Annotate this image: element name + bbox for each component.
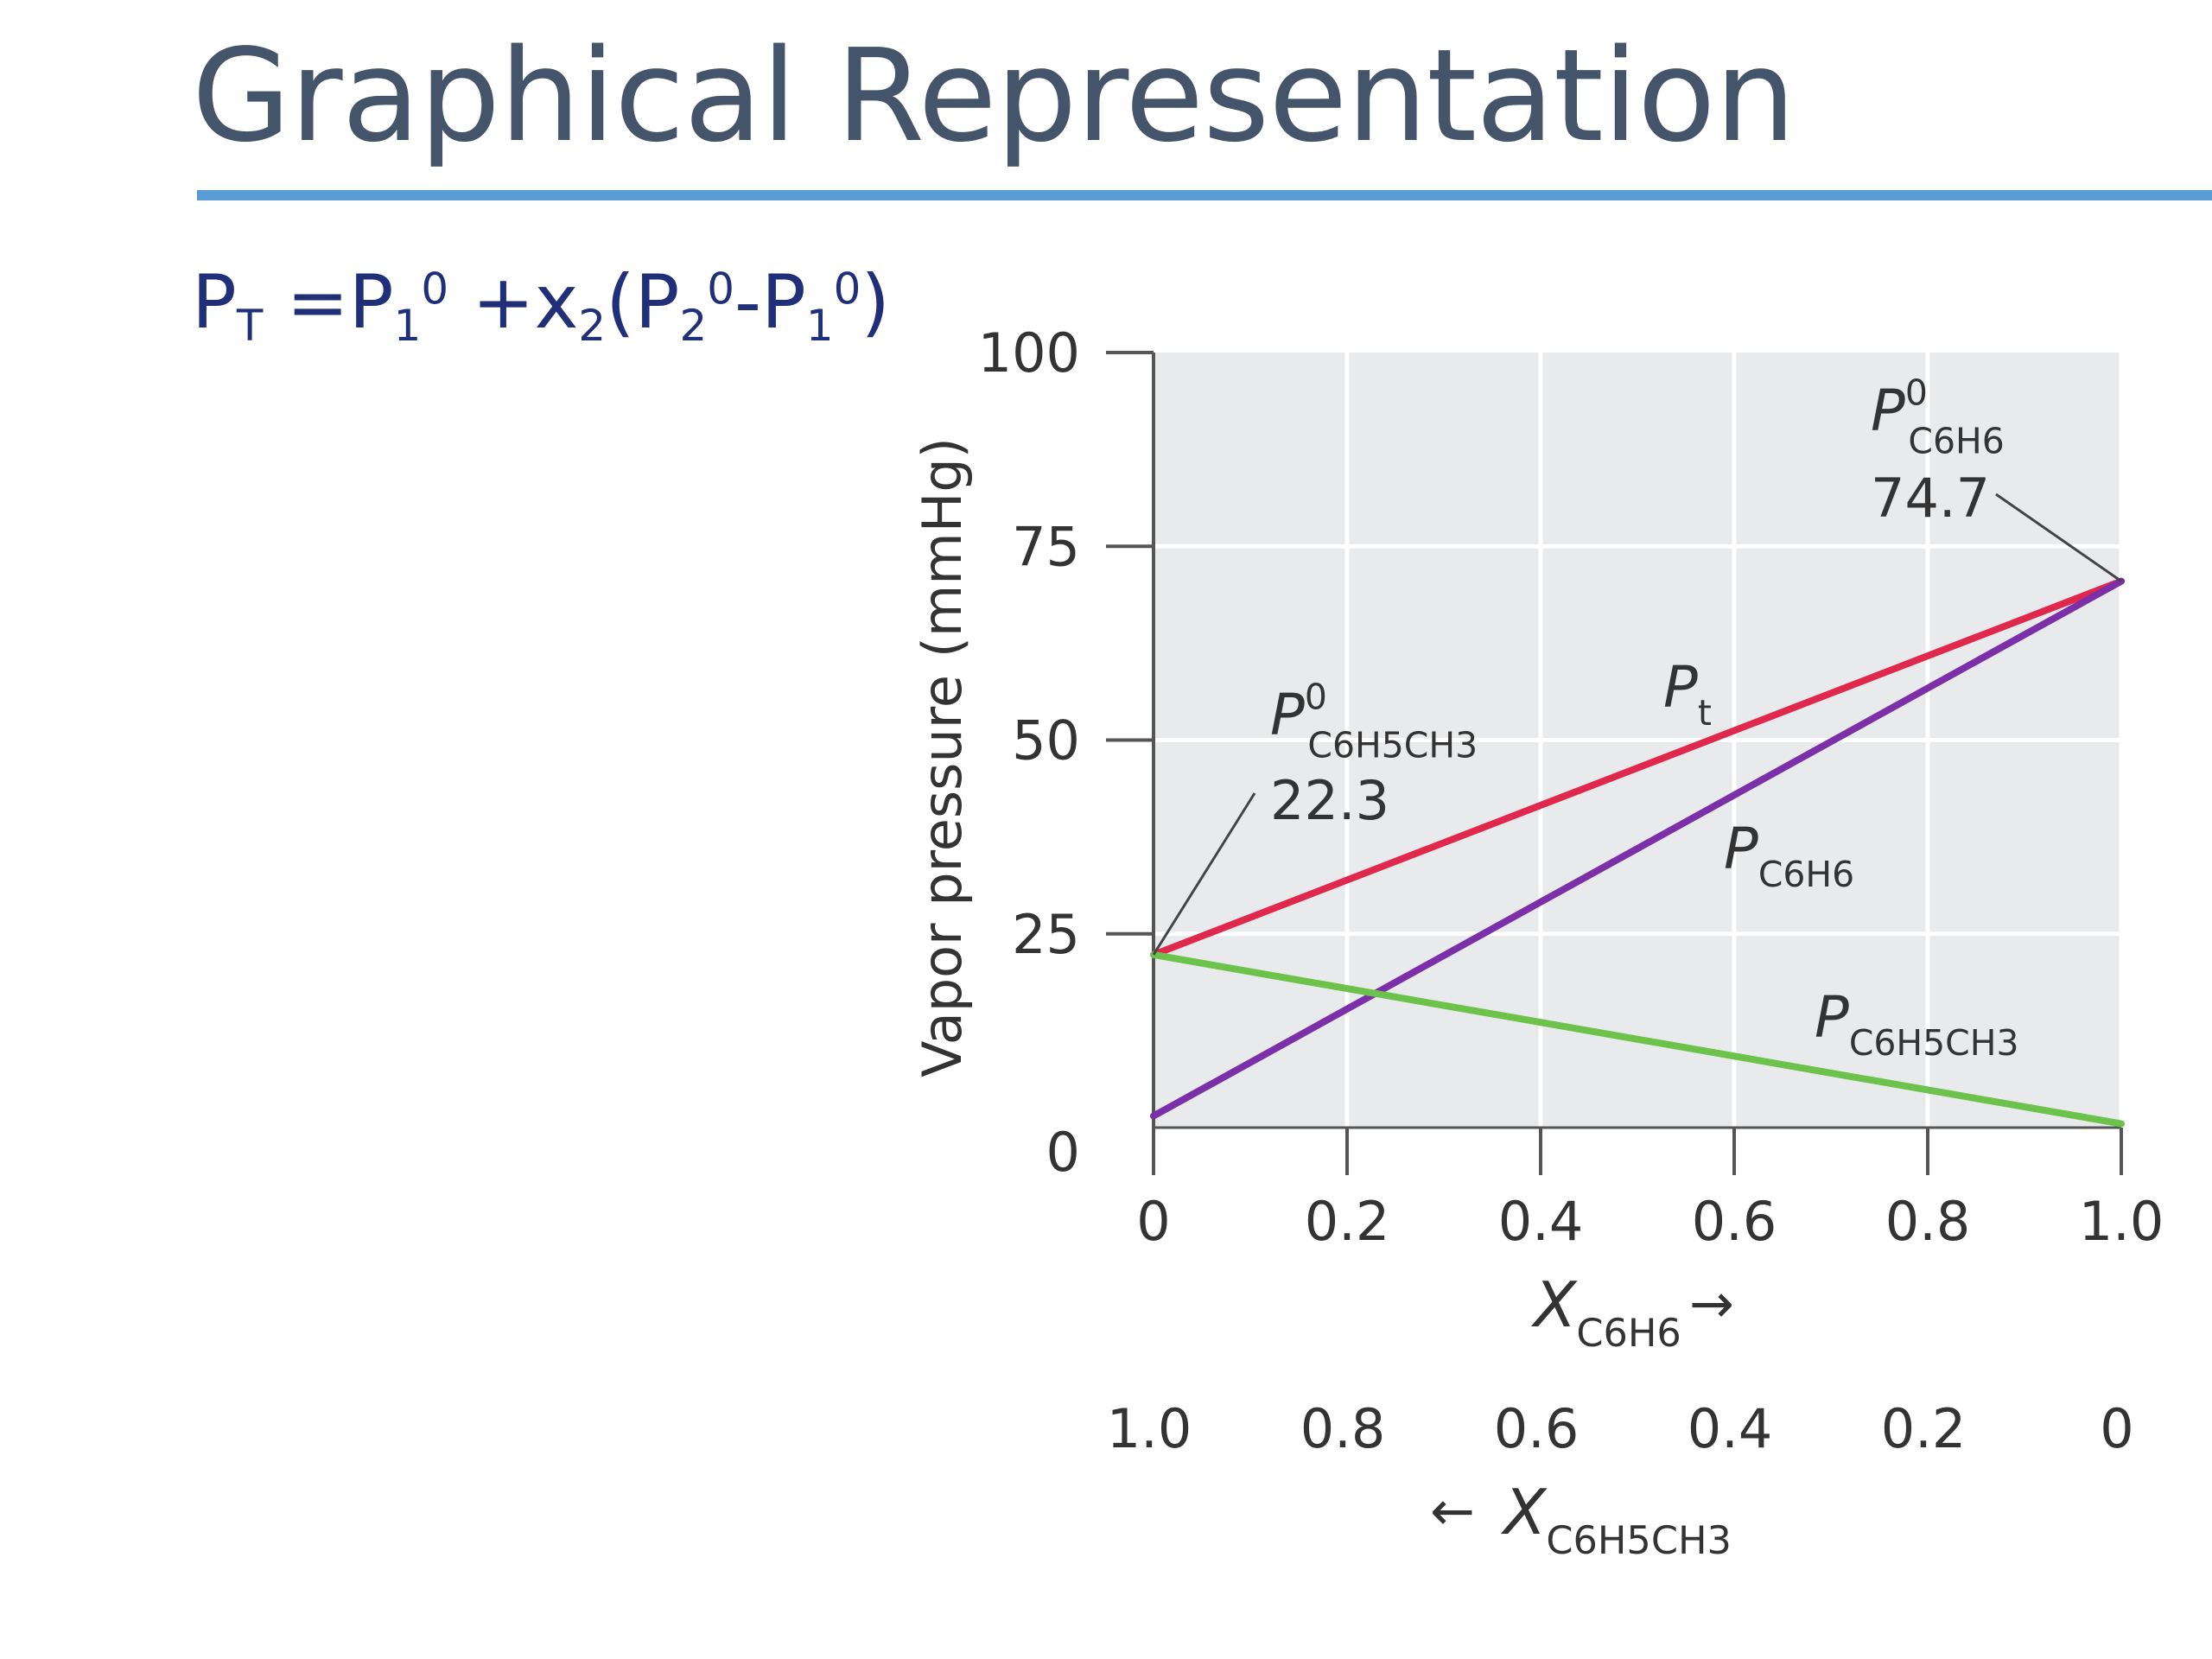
annotation-label-benzene-pure: P0 C6H6 <box>1871 372 2005 461</box>
eq-sup-0c: 0 <box>833 264 861 315</box>
annotation-label-toluene-pure: P0 C6H5CH3 <box>1270 676 1478 766</box>
x-tick-label-toluene: 0 <box>2100 1397 2133 1460</box>
eq-equals-p: =P <box>263 259 394 346</box>
eq-plus-x: +x <box>448 259 579 346</box>
x-tick-label-toluene: 0.2 <box>1881 1397 1967 1460</box>
x-tick-label-benzene: 0.4 <box>1498 1190 1584 1253</box>
series-line-toluene <box>1150 950 2125 1128</box>
x-tick-label-toluene: 0.4 <box>1688 1397 1773 1460</box>
eq-p: P <box>192 259 237 346</box>
eq-sub-2b: 2 <box>679 300 708 351</box>
x-tick-label-benzene: 0 <box>1136 1190 1170 1253</box>
y-axis-label: Vapor pressure (mmHg) <box>911 437 974 1077</box>
y-tick-label: 75 <box>1012 515 1080 578</box>
annotation-leader-toluene <box>1152 792 1256 956</box>
slide-title: Graphical Representation <box>192 22 1796 170</box>
series-label-benzene: PC6H6 <box>1724 816 1854 895</box>
eq-open-p: (P <box>606 259 680 346</box>
y-tick-label: 0 <box>1046 1121 1080 1184</box>
series-line-total <box>1150 577 2125 958</box>
annotation-leader-benzene <box>1995 493 2122 582</box>
annotation-value-toluene: 22.3 <box>1270 769 1389 832</box>
eq-sub-2: 2 <box>578 300 607 351</box>
x-axis-label-toluene: XC6H5CH3 <box>1500 1476 1732 1563</box>
y-tick-label: 50 <box>1012 709 1080 772</box>
series-label-total: Pt <box>1663 654 1712 734</box>
x-tick-label-toluene: 0.6 <box>1494 1397 1580 1460</box>
x-tick-label-toluene: 0.8 <box>1300 1397 1386 1460</box>
title-underline <box>197 190 2212 200</box>
y-tick-label: 100 <box>978 321 1080 385</box>
x-tick-label-benzene: 1.0 <box>2079 1190 2164 1253</box>
eq-close: ) <box>861 259 890 346</box>
x-axis-arrow-right: → <box>1689 1272 1734 1335</box>
raoult-equation: PT =P10 +x2(P20-P10) <box>192 259 890 351</box>
x-tick-label-benzene: 0.2 <box>1305 1190 1390 1253</box>
eq-sub-1b: 1 <box>805 300 834 351</box>
annotation-value-benzene: 74.7 <box>1871 467 1990 530</box>
eq-sup-0: 0 <box>421 264 449 315</box>
eq-sub-1: 1 <box>393 300 422 351</box>
eq-sup-0b: 0 <box>707 264 734 315</box>
eq-minus-p: -P <box>734 259 806 346</box>
eq-sub-t: T <box>236 300 264 351</box>
series-line-benzene <box>1150 577 2125 1120</box>
series-label-toluene: PC6H5CH3 <box>1815 984 2019 1064</box>
x-tick-label-benzene: 0.6 <box>1692 1190 1777 1253</box>
x-axis-label-benzene: XC6H6 <box>1530 1268 1681 1356</box>
x-tick-label-toluene: 1.0 <box>1107 1397 1192 1460</box>
x-tick-label-benzene: 0.8 <box>1885 1190 1971 1253</box>
y-tick-label: 25 <box>1012 903 1080 966</box>
x-axis-arrow-left: ← <box>1430 1479 1475 1542</box>
